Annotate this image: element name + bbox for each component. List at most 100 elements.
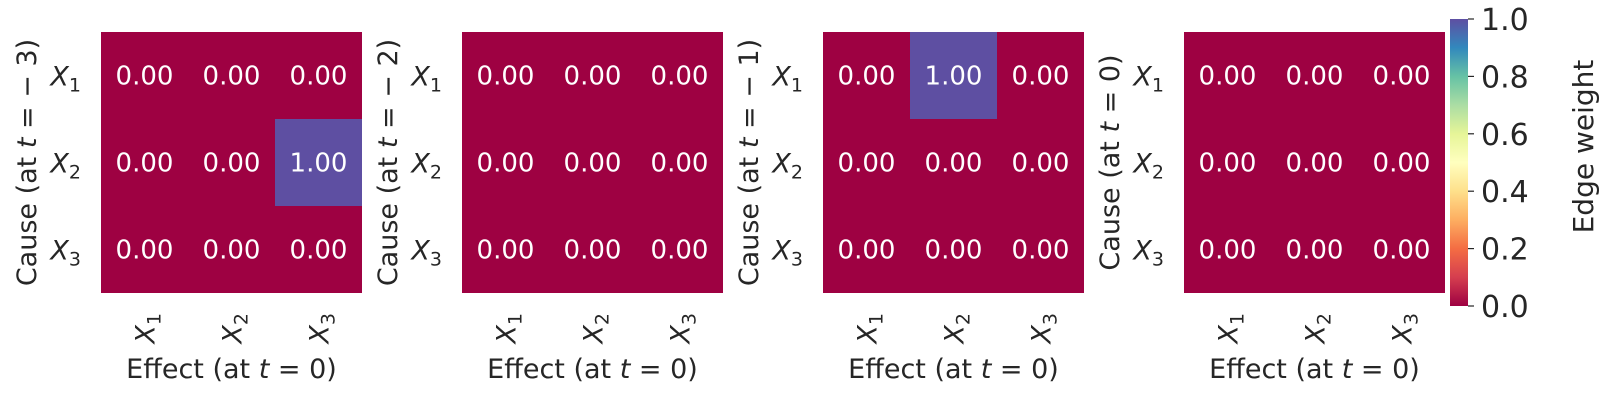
heatmap-cell	[1358, 119, 1445, 206]
heatmap-cell	[910, 119, 997, 206]
y-axis-label: Cause (at t = − 1)	[734, 39, 765, 286]
heatmap-cell	[462, 32, 549, 119]
colorbar-tick-label: 0.0	[1481, 290, 1529, 325]
heatmap-cell	[549, 32, 636, 119]
cell-value-label: 0.00	[1199, 149, 1257, 179]
row-tick-label: X2	[48, 149, 81, 184]
x-axis-label: Effect (at t = 0)	[126, 354, 337, 385]
column-tick-label: X2	[218, 313, 253, 346]
colorbar: 0.0 0.2 0.4 0.6 0.8 1.0 Edge weight	[1450, 3, 1600, 325]
heatmap-panel-3: 0.00 1.00 0.00 0.00 0.00 0.00 0.00 0.00 0.00 X1 X2…	[734, 32, 1084, 385]
cell-value-label: 0.00	[477, 62, 535, 92]
cell-value-label: 0.00	[564, 236, 622, 266]
cell-value-label: 0.00	[564, 62, 622, 92]
cell-value-label: 0.00	[1199, 62, 1257, 92]
heatmap-cell	[1271, 32, 1358, 119]
column-tick-label: X3	[1027, 313, 1062, 346]
heatmap-cell	[910, 32, 997, 119]
cell-value-label: 0.00	[290, 236, 348, 266]
heatmap-cell	[101, 32, 188, 119]
colorbar-tick-label: 0.6	[1481, 118, 1529, 153]
cell-value-label: 0.00	[203, 236, 261, 266]
cell-value-label: 0.00	[116, 149, 174, 179]
heatmap-cell	[823, 32, 910, 119]
column-tick-label: X1	[492, 313, 527, 346]
row-tick-label: X3	[1131, 236, 1164, 271]
row-tick-label: X2	[1131, 149, 1164, 184]
x-axis-label: Effect (at t = 0)	[487, 354, 698, 385]
heatmap-cell	[549, 206, 636, 293]
colorbar-tick-label: 0.8	[1481, 60, 1529, 95]
cell-value-label: 0.00	[651, 62, 709, 92]
column-tick-label: X2	[579, 313, 614, 346]
heatmap-cell	[275, 32, 362, 119]
heatmap-cell	[188, 32, 275, 119]
heatmap-cell	[101, 206, 188, 293]
column-tick-label: X3	[1388, 313, 1423, 346]
cell-value-label: 0.00	[1012, 149, 1070, 179]
cell-value-label: 0.00	[477, 236, 535, 266]
cell-value-label: 0.00	[651, 149, 709, 179]
cell-value-label: 0.00	[1286, 236, 1344, 266]
heatmap-cell	[1271, 119, 1358, 206]
heatmap-cell	[823, 119, 910, 206]
cell-value-label: 0.00	[116, 236, 174, 266]
heatmap-cell	[462, 206, 549, 293]
row-tick-label: X1	[1131, 62, 1164, 97]
heatmap-cell	[997, 206, 1084, 293]
heatmap-cell	[997, 32, 1084, 119]
heatmap-cell	[462, 119, 549, 206]
column-tick-label: X1	[131, 313, 166, 346]
heatmap-cell	[1184, 119, 1271, 206]
column-tick-label: X1	[1214, 313, 1249, 346]
cell-value-label: 0.00	[477, 149, 535, 179]
column-tick-label: X1	[853, 313, 888, 346]
cell-value-label: 0.00	[838, 149, 896, 179]
x-axis-label: Effect (at t = 0)	[1209, 354, 1420, 385]
heatmap-cell	[1184, 32, 1271, 119]
cell-value-label: 0.00	[1199, 236, 1257, 266]
column-tick-label: X2	[1301, 313, 1336, 346]
cell-value-label: 0.00	[1012, 236, 1070, 266]
heatmap-cell	[188, 119, 275, 206]
row-tick-label: X1	[48, 62, 81, 97]
row-tick-label: X2	[770, 149, 803, 184]
heatmap-cell	[636, 32, 723, 119]
column-tick-label: X2	[940, 313, 975, 346]
row-tick-label: X3	[770, 236, 803, 271]
heatmap-panel-2: 0.00 0.00 0.00 0.00 0.00 0.00 0.00 0.00 0.00 X1 X2…	[373, 32, 723, 385]
row-tick-label: X2	[409, 149, 442, 184]
y-axis-label: Cause (at t = 0)	[1095, 54, 1126, 270]
cell-value-label: 0.00	[203, 62, 261, 92]
heatmap-cell	[1184, 206, 1271, 293]
row-tick-label: X1	[409, 62, 442, 97]
heatmap-panel-1: 0.00 0.00 0.00 0.00 0.00 1.00 0.00 0.00 0.00 X1 X2…	[12, 32, 362, 385]
cell-value-label: 0.00	[116, 62, 174, 92]
heatmap-cell	[636, 119, 723, 206]
heatmap-cell	[101, 119, 188, 206]
heatmap-cell	[910, 206, 997, 293]
heatmap-cell	[1271, 206, 1358, 293]
cell-value-label: 0.00	[203, 149, 261, 179]
cell-value-label: 0.00	[838, 62, 896, 92]
cell-value-label: 0.00	[925, 236, 983, 266]
cell-value-label: 0.00	[1286, 149, 1344, 179]
colorbar-tick-label: 0.4	[1481, 175, 1529, 210]
cell-value-label: 0.00	[1373, 236, 1431, 266]
row-tick-label: X1	[770, 62, 803, 97]
row-tick-label: X3	[409, 236, 442, 271]
heatmap-cell	[549, 119, 636, 206]
heatmap-cell	[823, 206, 910, 293]
row-tick-label: X3	[48, 236, 81, 271]
heatmap-cell	[275, 119, 362, 206]
cell-value-label: 0.00	[838, 236, 896, 266]
y-axis-label: Cause (at t = − 3)	[12, 39, 43, 286]
column-tick-label: X3	[666, 313, 701, 346]
cell-value-label: 0.00	[1373, 62, 1431, 92]
heatmap-cell	[275, 206, 362, 293]
heatmap-cell	[636, 206, 723, 293]
cell-value-label: 1.00	[290, 149, 348, 179]
cell-value-label: 0.00	[564, 149, 622, 179]
x-axis-label: Effect (at t = 0)	[848, 354, 1059, 385]
